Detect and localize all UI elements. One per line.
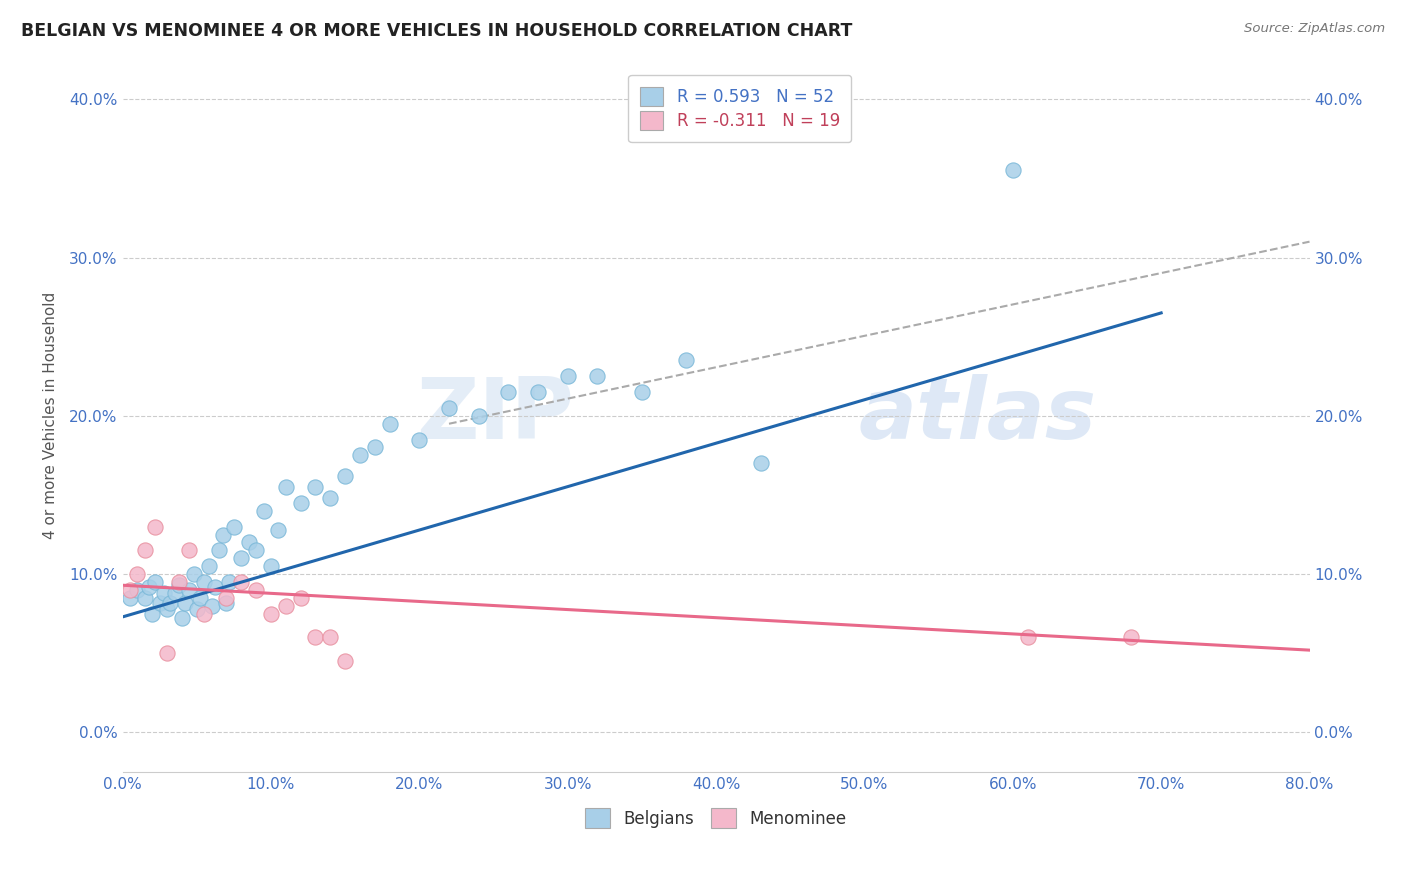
Point bbox=[186, 602, 208, 616]
Point bbox=[153, 586, 176, 600]
Point bbox=[231, 551, 253, 566]
Point bbox=[290, 496, 312, 510]
Point bbox=[134, 543, 156, 558]
Point bbox=[267, 523, 290, 537]
Point bbox=[1001, 163, 1024, 178]
Point bbox=[675, 353, 697, 368]
Point bbox=[304, 631, 326, 645]
Point bbox=[378, 417, 401, 431]
Point bbox=[333, 469, 356, 483]
Y-axis label: 4 or more Vehicles in Household: 4 or more Vehicles in Household bbox=[44, 293, 58, 540]
Point bbox=[197, 559, 219, 574]
Point bbox=[163, 586, 186, 600]
Point bbox=[170, 611, 193, 625]
Point bbox=[260, 607, 283, 621]
Point bbox=[141, 607, 163, 621]
Point bbox=[319, 631, 342, 645]
Point bbox=[274, 480, 297, 494]
Point bbox=[193, 607, 215, 621]
Text: ZIP: ZIP bbox=[416, 375, 574, 458]
Point bbox=[134, 591, 156, 605]
Point bbox=[127, 567, 149, 582]
Point bbox=[193, 575, 215, 590]
Point bbox=[138, 580, 160, 594]
Text: atlas: atlas bbox=[859, 375, 1097, 458]
Point bbox=[408, 433, 430, 447]
Point bbox=[179, 543, 201, 558]
Point bbox=[159, 596, 181, 610]
Point bbox=[127, 582, 149, 597]
Point bbox=[557, 369, 579, 384]
Point bbox=[215, 596, 238, 610]
Point bbox=[156, 602, 179, 616]
Point bbox=[218, 575, 240, 590]
Point bbox=[149, 596, 172, 610]
Point bbox=[349, 449, 371, 463]
Point bbox=[1017, 631, 1039, 645]
Legend: Belgians, Menominee: Belgians, Menominee bbox=[579, 801, 853, 835]
Point bbox=[222, 519, 245, 533]
Point bbox=[252, 504, 274, 518]
Point bbox=[179, 582, 201, 597]
Point bbox=[260, 559, 283, 574]
Point bbox=[1121, 631, 1143, 645]
Point bbox=[118, 582, 141, 597]
Point bbox=[245, 543, 267, 558]
Point bbox=[304, 480, 326, 494]
Point bbox=[183, 567, 205, 582]
Point bbox=[156, 646, 179, 660]
Point bbox=[215, 591, 238, 605]
Point bbox=[204, 580, 226, 594]
Point bbox=[231, 575, 253, 590]
Point bbox=[188, 591, 211, 605]
Text: Source: ZipAtlas.com: Source: ZipAtlas.com bbox=[1244, 22, 1385, 36]
Point bbox=[364, 441, 387, 455]
Point bbox=[245, 582, 267, 597]
Point bbox=[118, 591, 141, 605]
Point bbox=[467, 409, 489, 423]
Point bbox=[167, 578, 190, 592]
Point bbox=[586, 369, 609, 384]
Point bbox=[174, 596, 197, 610]
Point bbox=[201, 599, 224, 613]
Point bbox=[319, 491, 342, 505]
Point bbox=[143, 519, 166, 533]
Point bbox=[527, 385, 550, 400]
Point bbox=[631, 385, 654, 400]
Point bbox=[238, 535, 260, 549]
Point bbox=[290, 591, 312, 605]
Point bbox=[274, 599, 297, 613]
Point bbox=[498, 385, 520, 400]
Text: BELGIAN VS MENOMINEE 4 OR MORE VEHICLES IN HOUSEHOLD CORRELATION CHART: BELGIAN VS MENOMINEE 4 OR MORE VEHICLES … bbox=[21, 22, 852, 40]
Point bbox=[208, 543, 231, 558]
Point bbox=[437, 401, 460, 415]
Point bbox=[212, 527, 235, 541]
Point bbox=[143, 575, 166, 590]
Point bbox=[749, 456, 772, 470]
Point bbox=[167, 575, 190, 590]
Point bbox=[333, 654, 356, 668]
